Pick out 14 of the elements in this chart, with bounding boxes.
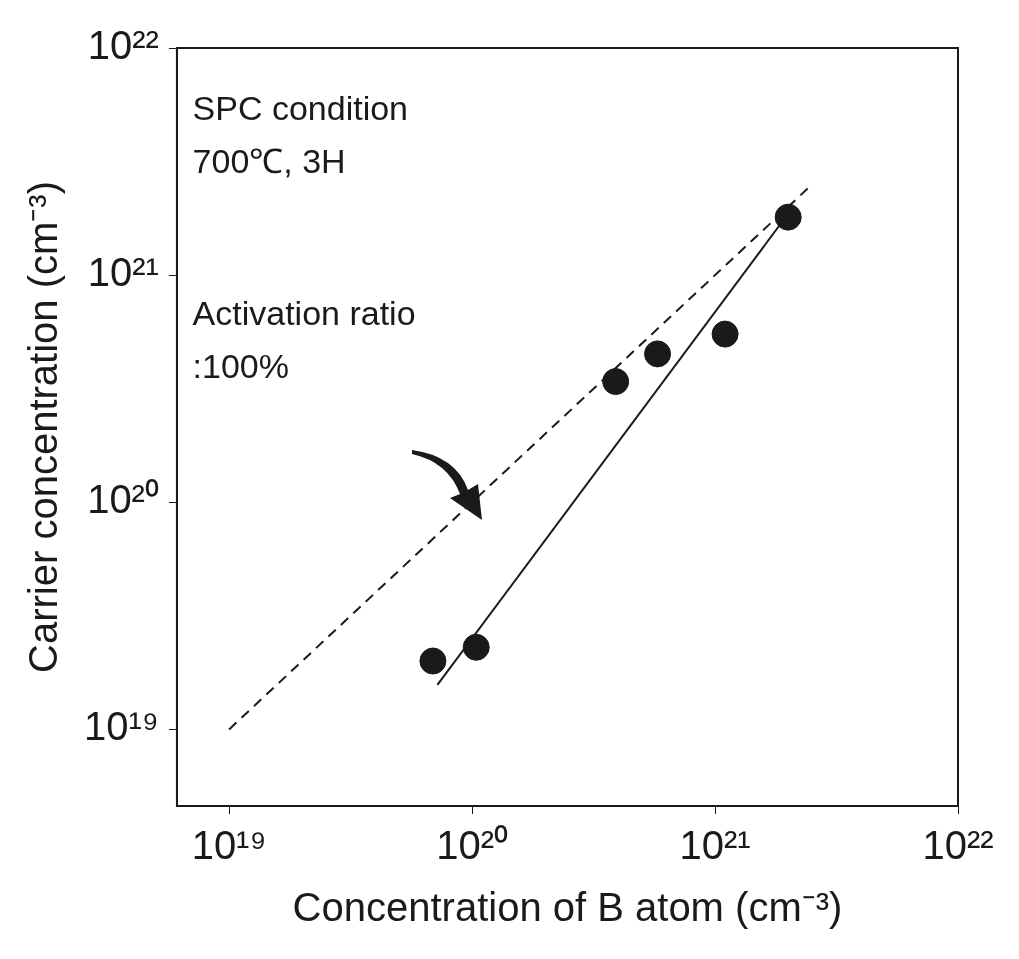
y-tick-label: 10²¹ xyxy=(87,250,159,295)
annotation: :100% xyxy=(192,346,289,385)
y-tick-label: 10²⁰ xyxy=(87,477,159,522)
x-tick-label: 10¹⁹ xyxy=(191,823,267,868)
annotation: 700℃, 3H xyxy=(192,141,346,180)
x-tick-label: 10²¹ xyxy=(679,823,751,868)
y-axis-title: Carrier concentration (cm⁻³) xyxy=(21,181,66,673)
x-tick-label: 10²² xyxy=(922,823,994,868)
y-tick-label: 10²² xyxy=(87,23,159,68)
annotation: Activation ratio xyxy=(192,293,416,332)
y-tick-label: 10¹⁹ xyxy=(83,704,159,749)
x-axis-title: Concentration of B atom (cm⁻³) xyxy=(292,885,843,930)
annotation: SPC condition xyxy=(192,88,409,127)
x-tick-label: 10²⁰ xyxy=(436,823,508,868)
